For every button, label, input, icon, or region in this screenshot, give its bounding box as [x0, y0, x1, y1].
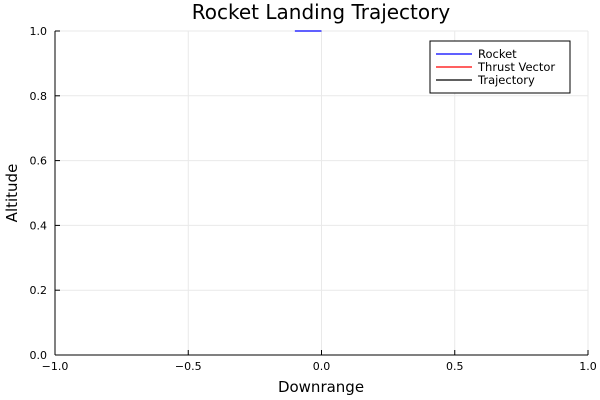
y-tick-label: 0.2 — [30, 284, 48, 297]
y-tick-label: 1.0 — [30, 25, 48, 38]
x-tick-label: 0.0 — [313, 360, 331, 373]
x-tick-label: −0.5 — [175, 360, 202, 373]
x-tick-label: 1.0 — [579, 360, 597, 373]
y-axis-label: Altitude — [3, 164, 21, 223]
x-axis-label: Downrange — [278, 378, 364, 396]
axes — [54, 30, 589, 356]
y-tick-label: 0.8 — [30, 90, 48, 103]
x-tick-label: 0.5 — [446, 360, 464, 373]
y-tick-label: 0.4 — [30, 219, 48, 232]
chart-title: Rocket Landing Trajectory — [192, 0, 451, 24]
legend-label: Trajectory — [477, 73, 535, 87]
y-tick-label: 0.6 — [30, 155, 48, 168]
x-tick-label: −1.0 — [42, 360, 69, 373]
legend-label: Rocket — [478, 47, 517, 61]
legend-label: Thrust Vector — [477, 60, 555, 74]
tick-labels: −1.0 −0.5 0.0 0.5 1.0 0.0 0.2 0.4 0.6 0.8 1.0 — [30, 25, 597, 373]
y-tick-label: 0.0 — [30, 349, 48, 362]
